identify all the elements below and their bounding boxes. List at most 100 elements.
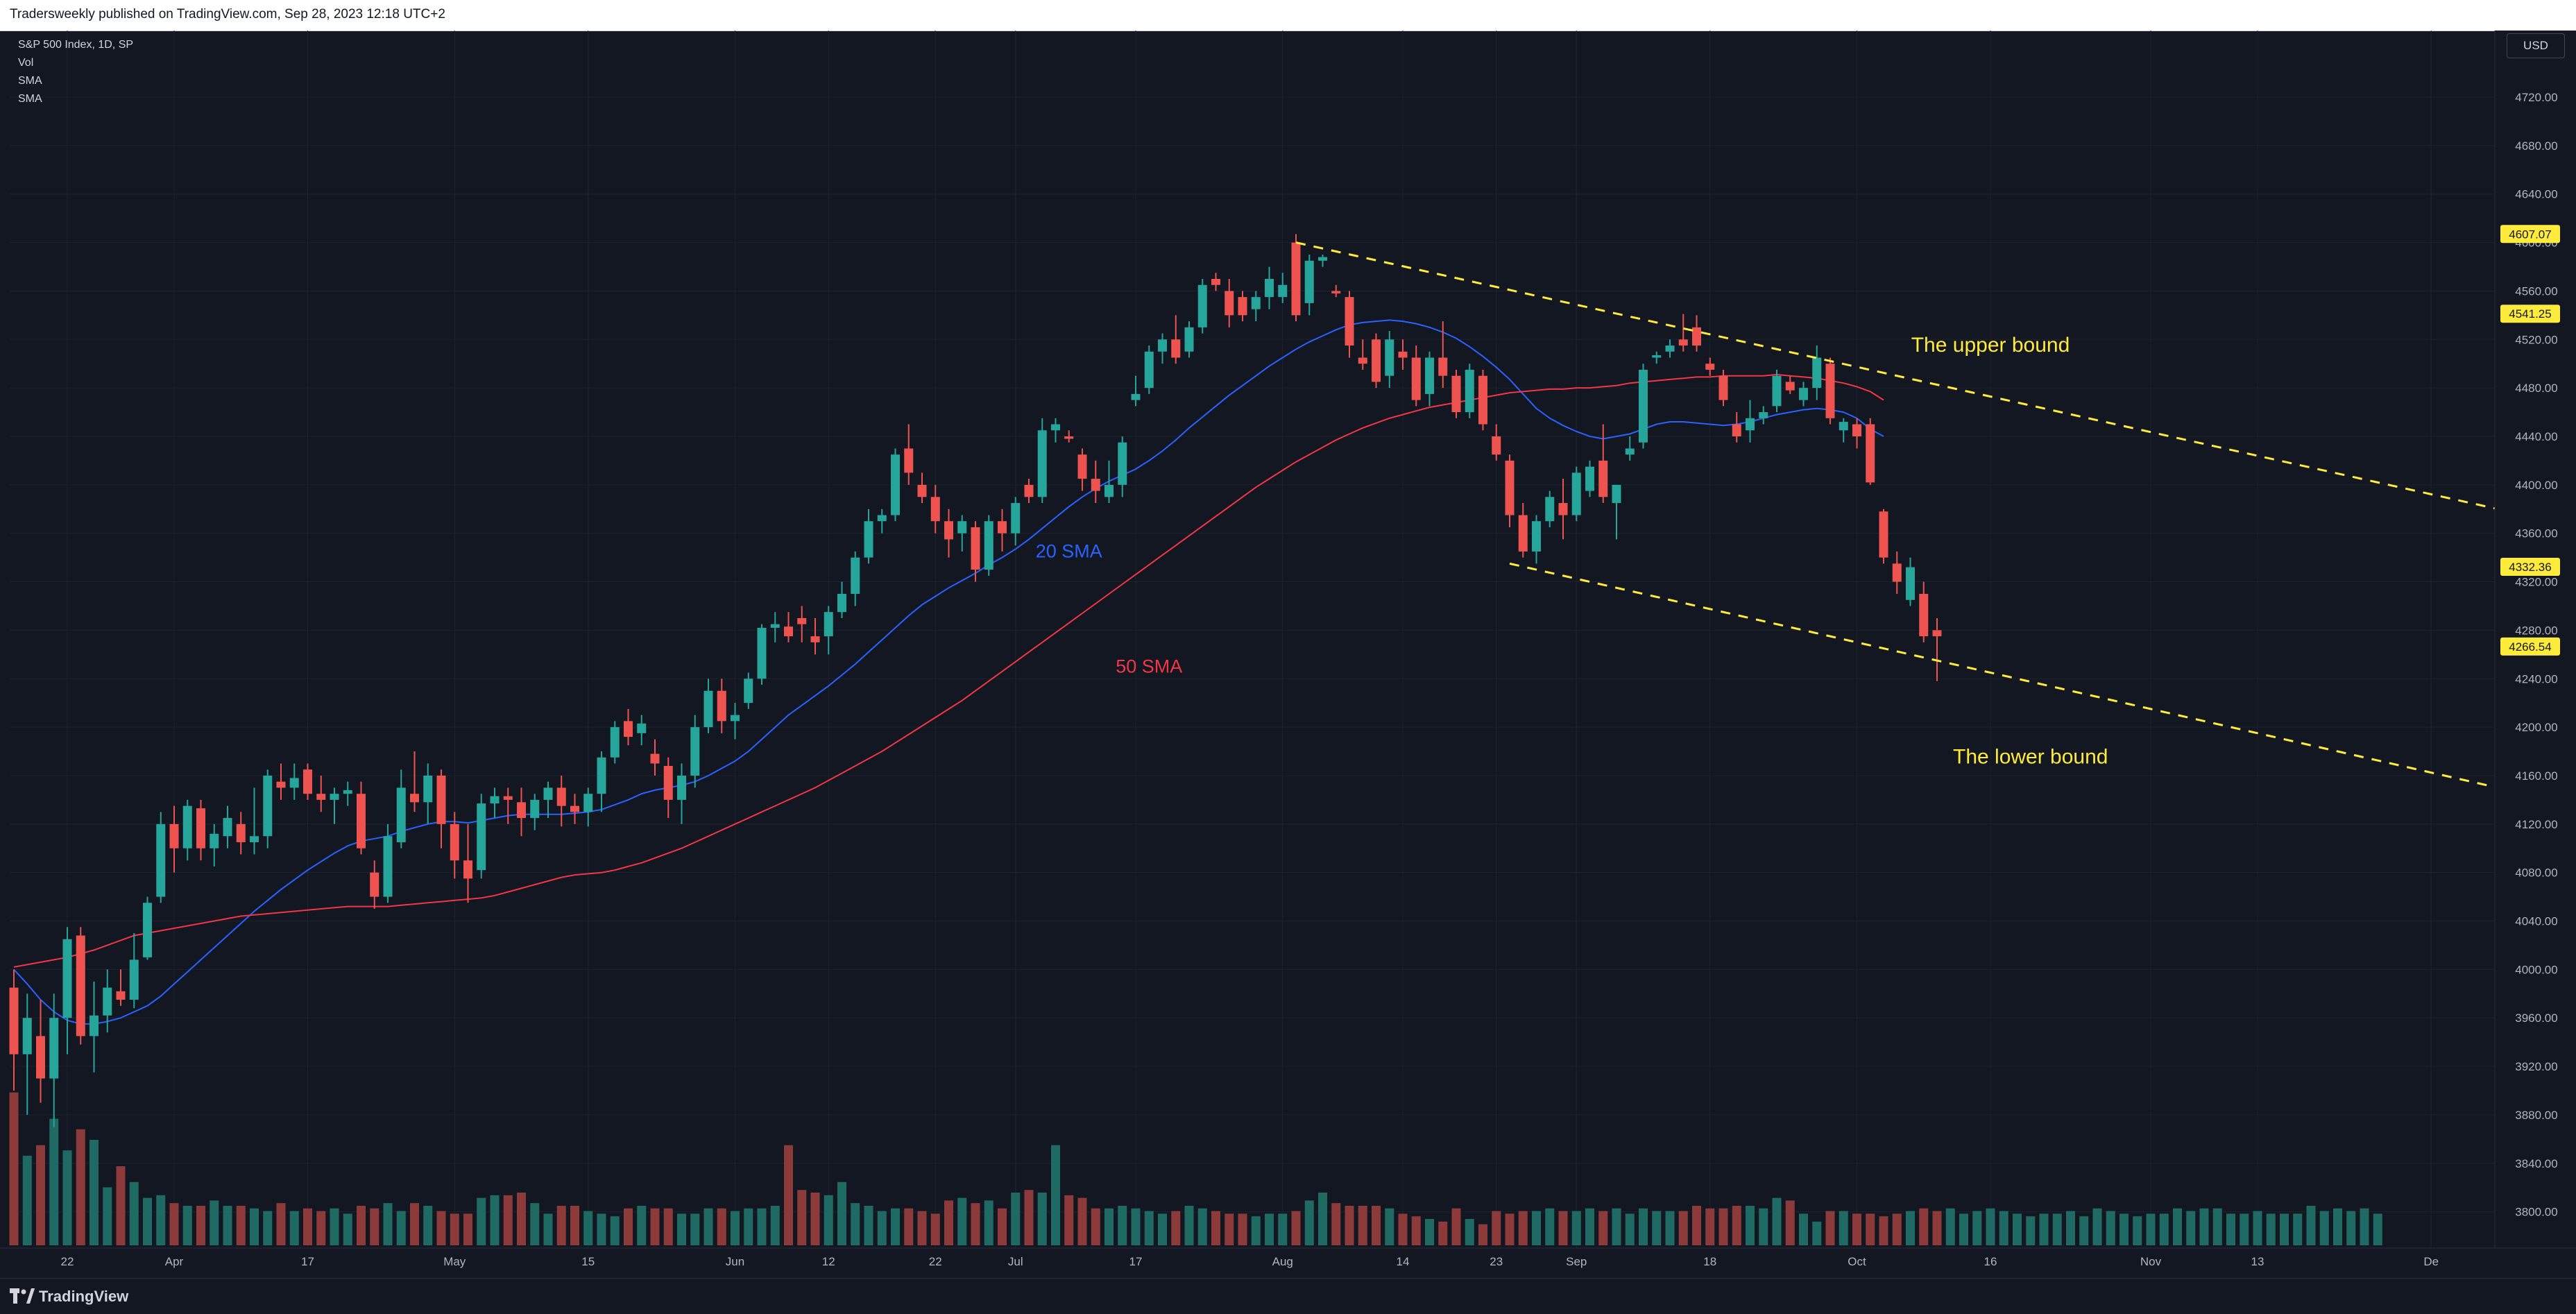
candle — [1678, 314, 1688, 352]
candle-body — [236, 824, 246, 842]
volume-bars — [9, 1092, 2382, 1245]
volume-bar — [1732, 1206, 1741, 1245]
candle-body — [1492, 436, 1501, 455]
volume-bar — [1505, 1213, 1515, 1245]
volume-bar — [156, 1195, 166, 1245]
volume-bar — [1118, 1206, 1127, 1245]
y-tick-label: 4280.00 — [2515, 624, 2557, 637]
candle-body — [1465, 369, 1474, 413]
candle-body — [1825, 364, 1835, 418]
volume-bar — [703, 1208, 713, 1245]
footer-brand[interactable]: TradingView — [39, 1288, 129, 1305]
volume-bar — [2173, 1208, 2182, 1245]
candle — [1011, 497, 1021, 546]
candle — [1438, 321, 1448, 389]
volume-bar — [1225, 1213, 1234, 1245]
x-tick-label: 16 — [1984, 1255, 1997, 1268]
x-tick-label: Apr — [165, 1255, 184, 1268]
candle — [877, 509, 887, 534]
upper-bound-line[interactable] — [1295, 241, 2498, 511]
candle — [1385, 331, 1394, 389]
candle — [1746, 400, 1755, 443]
candle-body — [1785, 382, 1795, 391]
candle — [1652, 351, 1662, 364]
volume-bar — [597, 1213, 606, 1245]
candle — [530, 794, 540, 830]
volume-bar — [463, 1213, 472, 1245]
volume-bar — [2293, 1213, 2303, 1245]
candle-body — [1251, 297, 1261, 309]
legend-sma-20[interactable]: SMA — [18, 75, 42, 87]
candle-body — [1331, 291, 1341, 293]
candle — [690, 715, 700, 788]
price-axis[interactable]: 3800.00 3840.00 3880.00 3920.00 3960.00 4000.… — [2494, 31, 2576, 1278]
candle — [1211, 273, 1220, 291]
volume-bar — [410, 1203, 419, 1245]
candle — [490, 787, 500, 819]
candle-body — [116, 991, 126, 1000]
candle-body — [663, 765, 673, 800]
candle-body — [129, 959, 139, 1000]
legend-sma-50[interactable]: SMA — [18, 93, 42, 105]
candle — [1585, 460, 1594, 497]
candle-body — [1732, 424, 1741, 436]
candlestick-chart[interactable]: 20 SMA 50 SMA The upper bound The lower bou… — [0, 31, 2576, 1278]
candle — [677, 763, 686, 824]
volume-bar — [396, 1211, 406, 1245]
candle — [1825, 357, 1835, 425]
x-tick-label: Aug — [1272, 1255, 1293, 1268]
trend-lines[interactable] — [1295, 241, 2498, 789]
candle — [597, 751, 606, 812]
candle-body — [543, 787, 553, 800]
candle — [1225, 278, 1234, 327]
volume-bar — [1158, 1213, 1167, 1245]
volume-bar — [904, 1208, 914, 1245]
volume-bar — [1451, 1208, 1461, 1245]
candle-body — [22, 1018, 32, 1055]
candle — [196, 799, 205, 861]
volume-bar — [2346, 1211, 2356, 1245]
candle-body — [1211, 278, 1220, 285]
time-axis[interactable]: 22 Apr 17 May 15 Jun 12 22 Jul 17 Aug 14 23 Sep 18 Oct 1… — [0, 1247, 2576, 1278]
volume-bar — [1265, 1213, 1274, 1245]
candle — [1064, 430, 1074, 443]
volume-bar — [1051, 1145, 1060, 1245]
candle-body — [1131, 393, 1141, 400]
candle-body — [851, 557, 860, 595]
legend-vol[interactable]: Vol — [18, 57, 34, 69]
candle-body — [343, 790, 352, 794]
y-tick-label: 4200.00 — [2515, 721, 2557, 734]
candle-body — [1478, 375, 1487, 425]
lower-bound-line[interactable] — [1509, 562, 2498, 789]
tradingview-logo-icon — [10, 1288, 35, 1304]
price-tag-label: 4541.25 — [2509, 307, 2551, 321]
candle — [76, 927, 85, 1045]
candle — [998, 509, 1007, 552]
candle-body — [944, 521, 953, 540]
volume-bar — [2253, 1211, 2262, 1245]
volume-bar — [1746, 1206, 1755, 1245]
x-tick-label: 17 — [301, 1255, 314, 1268]
y-tick-label: 4040.00 — [2515, 915, 2557, 928]
currency-button[interactable]: USD — [2507, 33, 2565, 58]
y-tick-label: 4520.00 — [2515, 333, 2557, 346]
candle — [1265, 266, 1274, 309]
candle-body — [1064, 436, 1074, 439]
candle — [957, 515, 967, 552]
candle — [396, 769, 406, 848]
candle-body — [1438, 357, 1448, 376]
candle-body — [637, 723, 647, 733]
y-tick-label: 4440.00 — [2515, 430, 2557, 443]
volume-bar — [1131, 1208, 1141, 1245]
volume-bar — [1718, 1208, 1728, 1245]
legend-symbol[interactable]: S&P 500 Index, 1D, SP — [18, 39, 134, 51]
volume-bar — [276, 1203, 286, 1245]
volume-bar — [1011, 1193, 1021, 1245]
candle-body — [930, 497, 940, 522]
volume-bar — [1024, 1190, 1034, 1245]
candle-body — [1118, 442, 1127, 485]
candle — [36, 1000, 45, 1103]
volume-bar — [116, 1166, 126, 1245]
candle — [357, 781, 366, 855]
candle-body — [450, 824, 459, 861]
